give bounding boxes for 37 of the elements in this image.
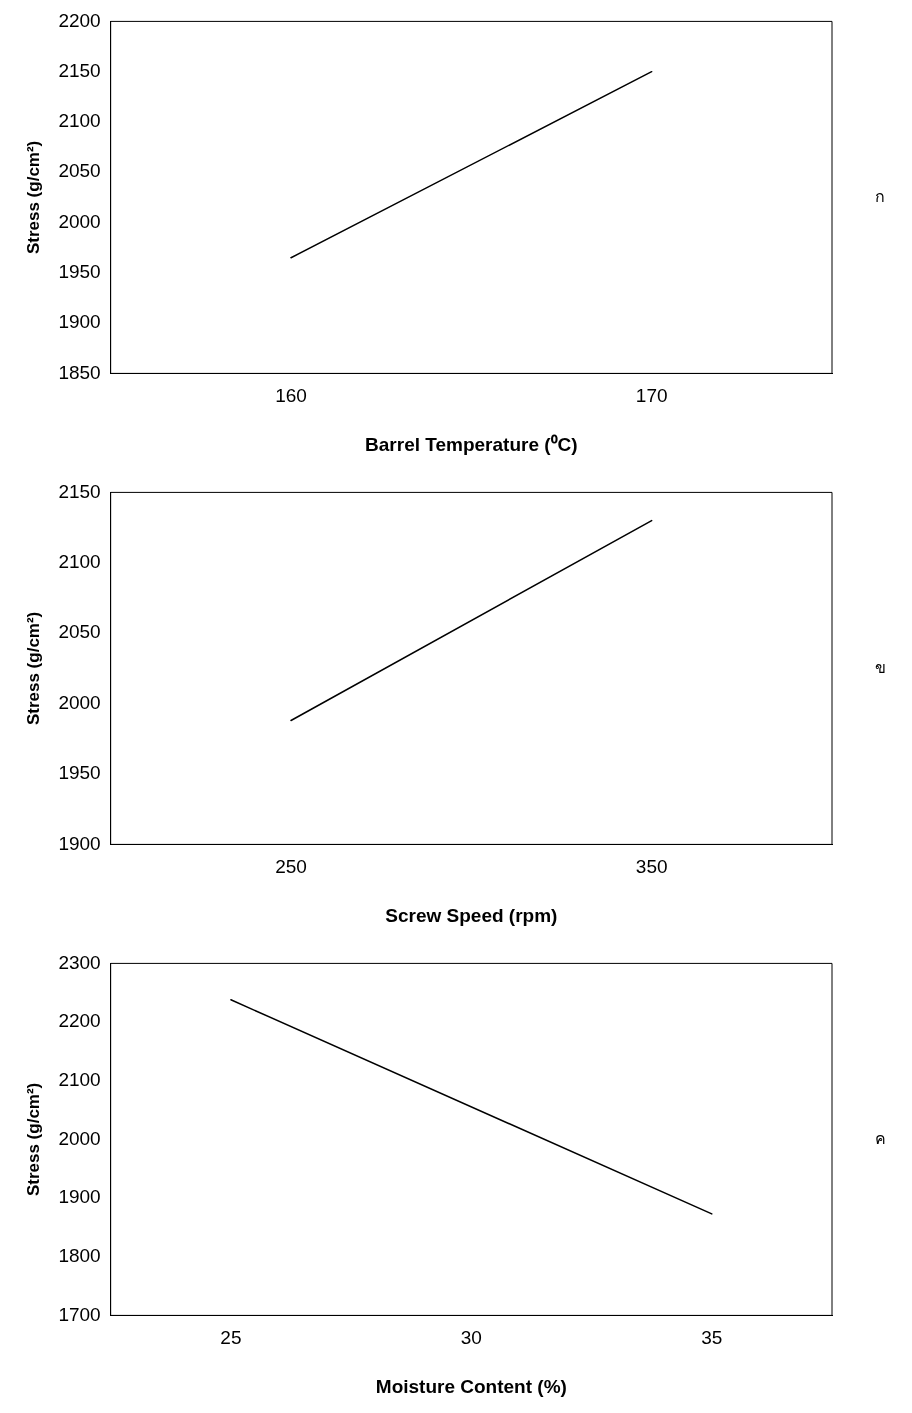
y-tick-label: 1950 [58, 762, 101, 784]
y-axis-title: Stress (g/cm²) [23, 140, 43, 255]
x-tick-label: 250 [275, 856, 307, 878]
x-tick-label: 160 [275, 385, 307, 407]
x-tick-label: 25 [220, 1327, 242, 1349]
x-axis-title: Moisture Content (%) [375, 1375, 567, 1397]
y-tick-label: 2050 [58, 160, 101, 182]
x-tick-label: 350 [635, 856, 668, 878]
y-tick-label: 1700 [58, 1303, 101, 1325]
y-tick-label: 2300 [58, 951, 101, 973]
y-tick-label: 2150 [58, 59, 101, 81]
x-axis-title: Screw Speed (rpm) [385, 904, 558, 926]
y-tick-label: 2100 [58, 1068, 101, 1090]
y-axis-title: Stress (g/cm²) [23, 1082, 43, 1197]
x-tick-label: 30 [460, 1327, 482, 1349]
y-tick-label: 1900 [58, 1186, 101, 1208]
y-tick-label: 2050 [58, 621, 101, 643]
x-tick-label: 35 [701, 1327, 723, 1349]
x-tick-label: 170 [635, 385, 668, 407]
y-tick-label: 1850 [58, 361, 101, 383]
y-tick-label: 1800 [58, 1244, 101, 1266]
y-tick-label: 2100 [58, 551, 101, 573]
y-tick-label: 2100 [58, 110, 101, 132]
y-tick-label: 2000 [58, 210, 101, 232]
x-axis-title: Barrel Temperature (⁰C) [365, 433, 578, 455]
y-axis-title: Stress (g/cm²) [23, 611, 43, 726]
text: ก [875, 186, 885, 206]
y-tick-label: 2200 [58, 1010, 101, 1032]
y-tick-label: 1900 [58, 311, 101, 333]
text: ค [874, 1128, 886, 1148]
y-tick-label: 2150 [58, 480, 101, 502]
y-tick-label: 2000 [58, 691, 101, 713]
y-tick-label: 2200 [58, 9, 101, 31]
y-tick-label: 2000 [58, 1127, 101, 1149]
text: ข [874, 657, 886, 677]
y-tick-label: 1900 [58, 832, 101, 854]
y-tick-label: 1950 [58, 261, 101, 283]
